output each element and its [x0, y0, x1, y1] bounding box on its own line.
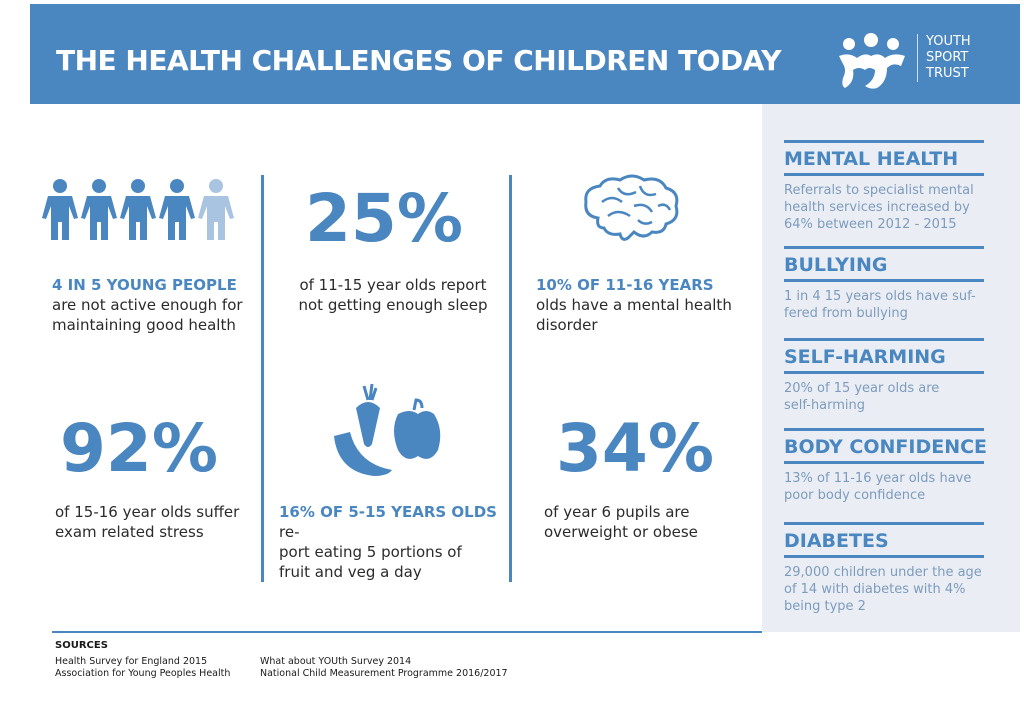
sources-column-2: What about YOUth Survey 2014 National Ch…: [260, 656, 508, 679]
column-divider: [261, 175, 264, 582]
sidebar-section-body-confidence: BODY CONFIDENCE 13% of 11-16 year olds h…: [784, 428, 988, 504]
section-heading: SELF-HARMING: [784, 346, 946, 368]
section-text: 29,000 children under the age of 14 with …: [784, 565, 982, 614]
stress-stat-text: of 15-16 year olds suffer exam related s…: [55, 503, 240, 541]
person-icon: [42, 179, 78, 240]
page-title: THE HEALTH CHALLENGES OF CHILDREN TODAY: [56, 44, 782, 77]
sidebar-section-diabetes: DIABETES 29,000 children under the age of…: [784, 522, 984, 615]
people-icon: [40, 178, 240, 247]
header-banner: THE HEALTH CHALLENGES OF CHILDREN TODAY …: [30, 4, 1020, 104]
sources-title: SOURCES: [55, 640, 108, 651]
fruit-stat-text: 16% OF 5-15 YEARS OLDS re- port eating 5…: [279, 503, 497, 581]
section-text: 13% of 11-16 year olds have poor body con…: [784, 471, 972, 503]
sidebar-section-mental-health: MENTAL HEALTH Referrals to specialist me…: [784, 140, 984, 233]
active-stat-highlight: 4 IN 5 YOUNG PEOPLE: [52, 276, 237, 294]
person-icon: [81, 179, 117, 240]
section-heading: MENTAL HEALTH: [784, 148, 959, 170]
youth-sport-trust-logo: YOUTH SPORT TRUST: [835, 26, 1005, 96]
stress-stat-value: 92%: [60, 410, 218, 487]
active-stat-text: 4 IN 5 YOUNG PEOPLE are not active enoug…: [52, 276, 243, 334]
section-text: Referrals to specialist mental health ser…: [784, 183, 974, 232]
sidebar-panel: MENTAL HEALTH Referrals to specialist me…: [762, 104, 1020, 632]
section-heading: DIABETES: [784, 530, 889, 552]
obese-stat-text: of year 6 pupils are overweight or obese: [544, 503, 698, 541]
section-heading: BODY CONFIDENCE: [784, 436, 988, 458]
person-icon: [159, 179, 195, 240]
mental-stat-highlight: 10% OF 11-16 YEARS: [536, 276, 714, 294]
brain-icon: [578, 172, 686, 248]
logo-text: YOUTH SPORT TRUST: [917, 34, 971, 82]
logo-figures-icon: [839, 33, 905, 89]
person-icon: [198, 179, 234, 240]
fruit-veg-icon: [328, 380, 448, 484]
sleep-stat-text: of 11-15 year olds report not getting en…: [298, 276, 488, 314]
sources-divider: [52, 631, 762, 633]
fruit-stat-highlight: 16% OF 5-15 YEARS OLDS: [279, 503, 497, 521]
section-heading: BULLYING: [784, 254, 888, 276]
column-divider: [509, 175, 512, 582]
obese-stat-value: 34%: [556, 410, 714, 487]
person-icon: [120, 179, 156, 240]
mental-stat-text: 10% OF 11-16 YEARS olds have a mental he…: [536, 276, 732, 334]
sources-column-1: Health Survey for England 2015 Associati…: [55, 656, 231, 679]
sidebar-section-bullying: BULLYING 1 in 4 15 years olds have suf-f…: [784, 246, 984, 322]
section-text: 20% of 15 year olds are self-harming: [784, 381, 940, 413]
section-text: 1 in 4 15 years olds have suf-fered from…: [784, 289, 976, 321]
sleep-stat-value: 25%: [305, 180, 463, 257]
sidebar-section-self-harming: SELF-HARMING 20% of 15 year olds are self…: [784, 338, 984, 414]
